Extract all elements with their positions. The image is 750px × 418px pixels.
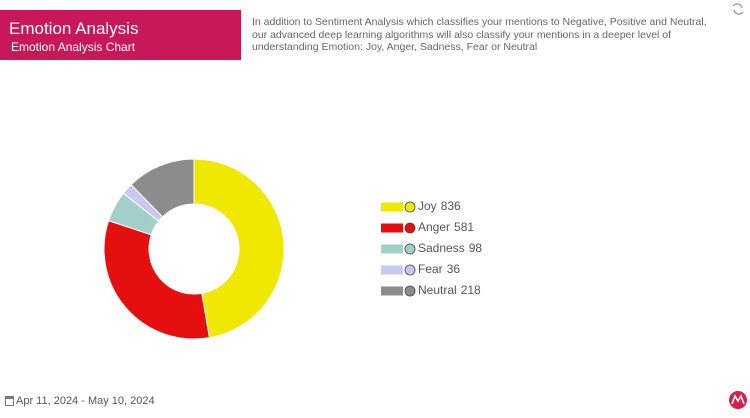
- legend-name: Joy: [418, 199, 437, 213]
- legend-emoji: [404, 264, 416, 276]
- legend-emoji: [404, 243, 416, 255]
- legend-swatch: [381, 286, 403, 296]
- legend-label: Anger 581: [418, 220, 474, 234]
- donut-slice: [103, 220, 211, 340]
- legend-name: Neutral: [418, 283, 457, 297]
- legend-emoji: [404, 285, 416, 297]
- legend-item[interactable]: Neutral 218: [381, 283, 481, 297]
- logo[interactable]: [729, 391, 747, 409]
- legend-label: Joy 836: [418, 199, 461, 213]
- legend-swatch: [381, 244, 403, 254]
- legend-item[interactable]: Joy 836: [381, 199, 461, 213]
- legend-item[interactable]: Sadness 98: [381, 241, 482, 255]
- legend-swatch: [381, 202, 403, 212]
- legend-value: 836: [441, 199, 461, 213]
- legend-emoji: [404, 201, 416, 213]
- legend-name: Anger: [418, 220, 450, 234]
- donut-slice: [193, 158, 285, 339]
- description: In addition to Sentiment Analysis which …: [252, 16, 707, 53]
- legend-name: Fear: [418, 262, 443, 276]
- legend-label: Fear 36: [418, 262, 460, 276]
- header-title: Emotion Analysis: [9, 19, 139, 38]
- date-range: Apr 11, 2024 - May 10, 2024: [16, 395, 155, 407]
- refresh-icon[interactable]: [732, 3, 744, 15]
- header: Emotion Analysis Emotion Analysis Chart: [0, 10, 241, 60]
- legend-name: Sadness: [418, 241, 465, 255]
- legend-emoji: [404, 222, 416, 234]
- donut-slice: [130, 158, 195, 218]
- legend-value: 218: [461, 283, 481, 297]
- legend-value: 36: [447, 262, 461, 276]
- legend-label: Sadness 98: [418, 241, 482, 255]
- legend-value: 581: [454, 220, 474, 234]
- legend-item[interactable]: Fear 36: [381, 262, 460, 276]
- legend-label: Neutral 218: [418, 283, 481, 297]
- legend-value: 98: [469, 241, 483, 255]
- legend-swatch: [381, 223, 403, 233]
- calendar-icon: [5, 396, 14, 406]
- legend-swatch: [381, 265, 403, 275]
- header-subtitle: Emotion Analysis Chart: [11, 40, 136, 54]
- legend-item[interactable]: Anger 581: [381, 220, 474, 234]
